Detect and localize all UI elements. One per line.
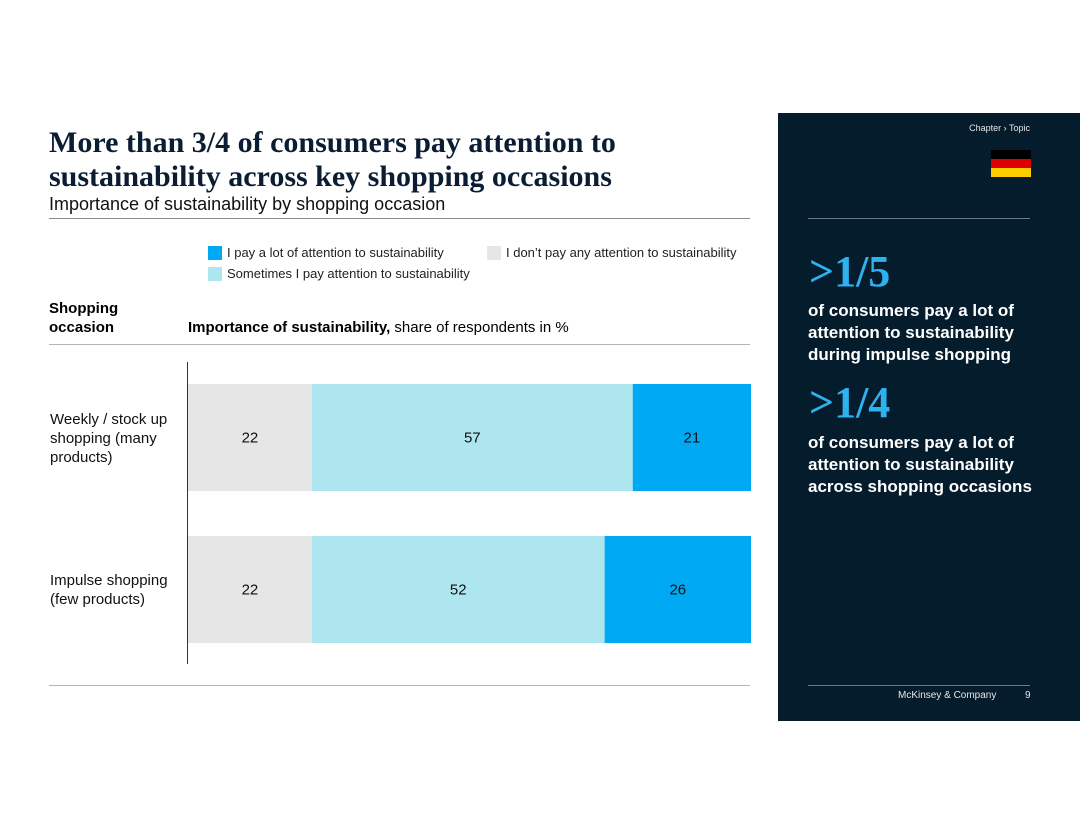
stacked-bar-chart: 22 57 21 22 52 26 — [188, 384, 751, 643]
breadcrumb: Chapter › Topic — [969, 123, 1030, 133]
header-rule — [49, 344, 750, 345]
legend-swatch-none — [487, 245, 501, 260]
legend-label-none: I don’t pay any attention to sustainabil… — [506, 245, 737, 260]
legend-item-sometimes: Sometimes I pay attention to sustainabil… — [208, 266, 470, 281]
bar-weekly-sometimes — [311, 384, 633, 491]
flag-stripe-bottom — [991, 168, 1031, 177]
data-label-impulse-none: 22 — [242, 582, 259, 599]
page-title: More than 3/4 of consumers pay attention… — [49, 126, 616, 193]
bar-weekly-a-lot — [632, 384, 751, 491]
stat-text-impulse: of consumers pay a lot of attention to s… — [808, 301, 1014, 364]
importance-column-header: Importance of sustainability, share of r… — [188, 318, 569, 337]
occasion-column-header: Shopping occasion — [49, 299, 159, 337]
footer-company: McKinsey & Company — [898, 690, 997, 701]
page-subtitle: Importance of sustainability by shopping… — [49, 194, 446, 214]
importance-header-rest: share of respondents in % — [390, 319, 569, 336]
chart-axis-line — [187, 362, 188, 664]
legend-item-none: I don’t pay any attention to sustainabil… — [487, 245, 737, 260]
stat-text-occasions: of consumers pay a lot of attention to s… — [808, 433, 1032, 496]
bar-impulse-none — [188, 536, 312, 643]
row-label-weekly: Weekly / stock up shopping (many product… — [50, 411, 168, 466]
data-label-impulse-a-lot: 26 — [669, 582, 686, 599]
data-label-weekly-a-lot: 21 — [684, 430, 701, 447]
bar-impulse-a-lot — [604, 536, 751, 643]
germany-flag-icon — [991, 150, 1031, 177]
bar-impulse-sometimes — [311, 536, 605, 643]
legend-swatch-a-lot — [208, 245, 222, 260]
data-label-impulse-sometimes: 52 — [450, 582, 467, 599]
stat-value-occasions: >1/4 — [809, 378, 891, 427]
importance-header-bold: Importance of sustainability, — [188, 319, 391, 336]
key-stats-sidebar: Chapter › Topic >1/5 of consumers pay a … — [778, 113, 1080, 721]
stat-value-impulse: >1/5 — [809, 247, 891, 296]
data-label-weekly-none: 22 — [242, 430, 259, 447]
title-rule — [49, 218, 750, 219]
legend-swatch-sometimes — [208, 266, 222, 281]
bar-weekly-none — [188, 384, 312, 491]
bottom-rule — [49, 685, 750, 686]
legend-item-a-lot: I pay a lot of attention to sustainabili… — [208, 245, 444, 260]
footer-page-number: 9 — [1025, 690, 1031, 701]
legend-label-a-lot: I pay a lot of attention to sustainabili… — [227, 245, 444, 260]
data-label-weekly-sometimes: 57 — [464, 430, 481, 447]
row-label-impulse: Impulse shopping (few products) — [50, 572, 168, 608]
sidebar-bottom-rule — [808, 685, 1030, 686]
sidebar-top-rule — [808, 218, 1030, 219]
legend-label-sometimes: Sometimes I pay attention to sustainabil… — [227, 266, 470, 281]
flag-stripe-top — [991, 150, 1031, 159]
flag-stripe-middle — [991, 159, 1031, 168]
occasion-header-text: Shopping occasion — [49, 300, 119, 336]
